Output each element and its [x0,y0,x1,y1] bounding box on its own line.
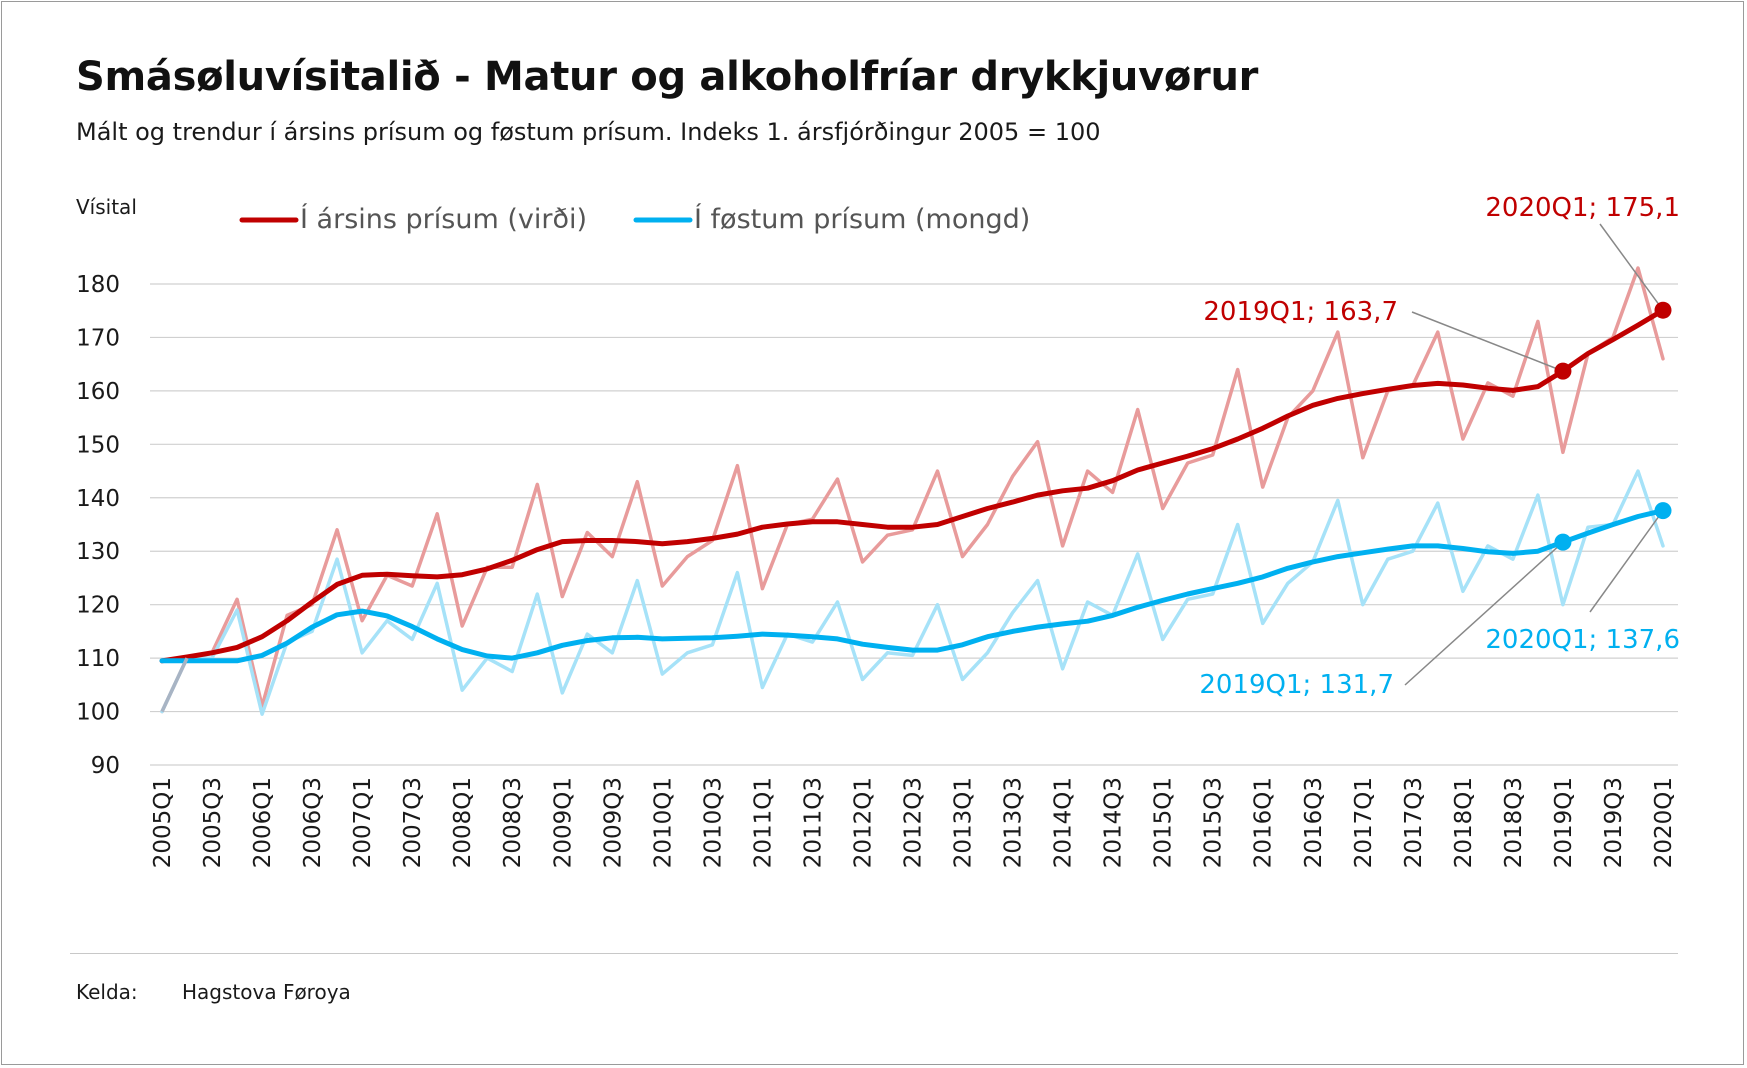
series-line-nominal [159,307,1666,664]
source-value: Hagstova Føroya [182,980,351,1004]
y-tick-label: 90 [91,753,120,779]
x-tick-label: 2015Q1 [1151,777,1177,868]
x-tick-label: 2008Q3 [500,777,526,868]
legend: Í ársins prísum (virði) Í føstum prísum (… [239,203,1030,235]
annotations: 2020Q1; 175,1 2019Q1; 163,7 2019Q1; 131,7 2… [1199,193,1680,700]
x-tick-label: 2007Q3 [400,777,426,868]
x-tick-label: 2014Q3 [1101,777,1127,868]
x-tick-label: 2011Q1 [750,777,776,868]
y-tick-label: 110 [76,646,120,672]
y-tick-label: 150 [76,432,120,458]
x-tick-label: 2008Q1 [450,777,476,868]
annotation-label: 2020Q1; 137,6 [1485,625,1680,655]
x-tick-label: 2005Q1 [150,777,176,868]
y-tick-label: 100 [76,700,120,726]
x-tick-label: 2018Q3 [1501,777,1527,868]
gridlines [150,283,1678,766]
y-tick-label: 120 [76,593,120,619]
annotation-marker [1654,502,1672,520]
x-tick-label: 2013Q3 [1001,777,1027,868]
annotation-leader [1599,223,1664,311]
x-tick-label: 2006Q3 [300,777,326,868]
annotation-marker [1554,362,1572,380]
y-tick-label: 180 [76,272,120,298]
y-axis: 90 100 110 120 130 140 150 160 170 180 Vísital [76,195,137,779]
y-tick-label: 160 [76,379,120,405]
legend-label: Í ársins prísum (virði) [300,203,587,235]
x-tick-label: 2019Q1 [1551,777,1577,868]
series-overlap-segment [160,657,189,713]
x-tick-label: 2016Q1 [1251,777,1277,868]
series-line-real-raw [160,469,1665,716]
x-tick-label: 2010Q3 [700,777,726,868]
annotation-label: 2019Q1; 163,7 [1203,297,1398,327]
x-tick-label: 2007Q1 [350,777,376,868]
series-line-real [159,508,1666,664]
x-tick-label: 2017Q3 [1401,777,1427,868]
legend-label: Í føstum prísum (mongd) [694,203,1030,235]
x-tick-label: 2009Q1 [550,777,576,868]
series-lines [159,266,1666,716]
x-tick-label: 2020Q1 [1651,777,1677,868]
x-tick-label: 2013Q1 [951,777,977,868]
annotation-leader [1404,541,1564,686]
annotation-marker [1654,301,1672,319]
chart-subtitle: Mált og trendur í ársins prísum og føstu… [76,118,1101,146]
x-tick-label: 2010Q1 [650,777,676,868]
x-tick-label: 2019Q3 [1601,777,1627,868]
y-tick-label: 170 [76,325,120,351]
x-tick-label: 2012Q3 [901,777,927,868]
x-axis: 2005Q1 2005Q3 2006Q1 2006Q3 2007Q1 2007Q3 2008… [150,777,1677,868]
annotation-label: 2020Q1; 175,1 [1485,193,1680,223]
y-axis-label: Vísital [76,195,137,219]
x-tick-label: 2016Q3 [1301,777,1327,868]
x-tick-label: 2018Q1 [1451,777,1477,868]
y-tick-label: 140 [76,486,120,512]
annotation-leader [1411,311,1564,372]
x-tick-label: 2015Q3 [1201,777,1227,868]
series-line-nominal-raw [160,266,1665,714]
annotation-leader [1589,510,1664,613]
footer-divider [70,953,1678,954]
annotation-marker [1554,533,1572,551]
x-tick-label: 2006Q1 [250,777,276,868]
chart-title: Smásøluvísitalið - Matur og alkoholfríar… [76,54,1259,100]
annotation-label: 2019Q1; 131,7 [1199,670,1394,700]
x-tick-label: 2009Q3 [600,777,626,868]
x-tick-label: 2014Q1 [1051,777,1077,868]
source-label: Kelda: [76,980,138,1004]
x-tick-label: 2012Q1 [850,777,876,868]
x-tick-label: 2011Q3 [800,777,826,868]
y-tick-label: 130 [76,539,120,565]
x-tick-label: 2005Q3 [200,777,226,868]
x-tick-label: 2017Q1 [1351,777,1377,868]
